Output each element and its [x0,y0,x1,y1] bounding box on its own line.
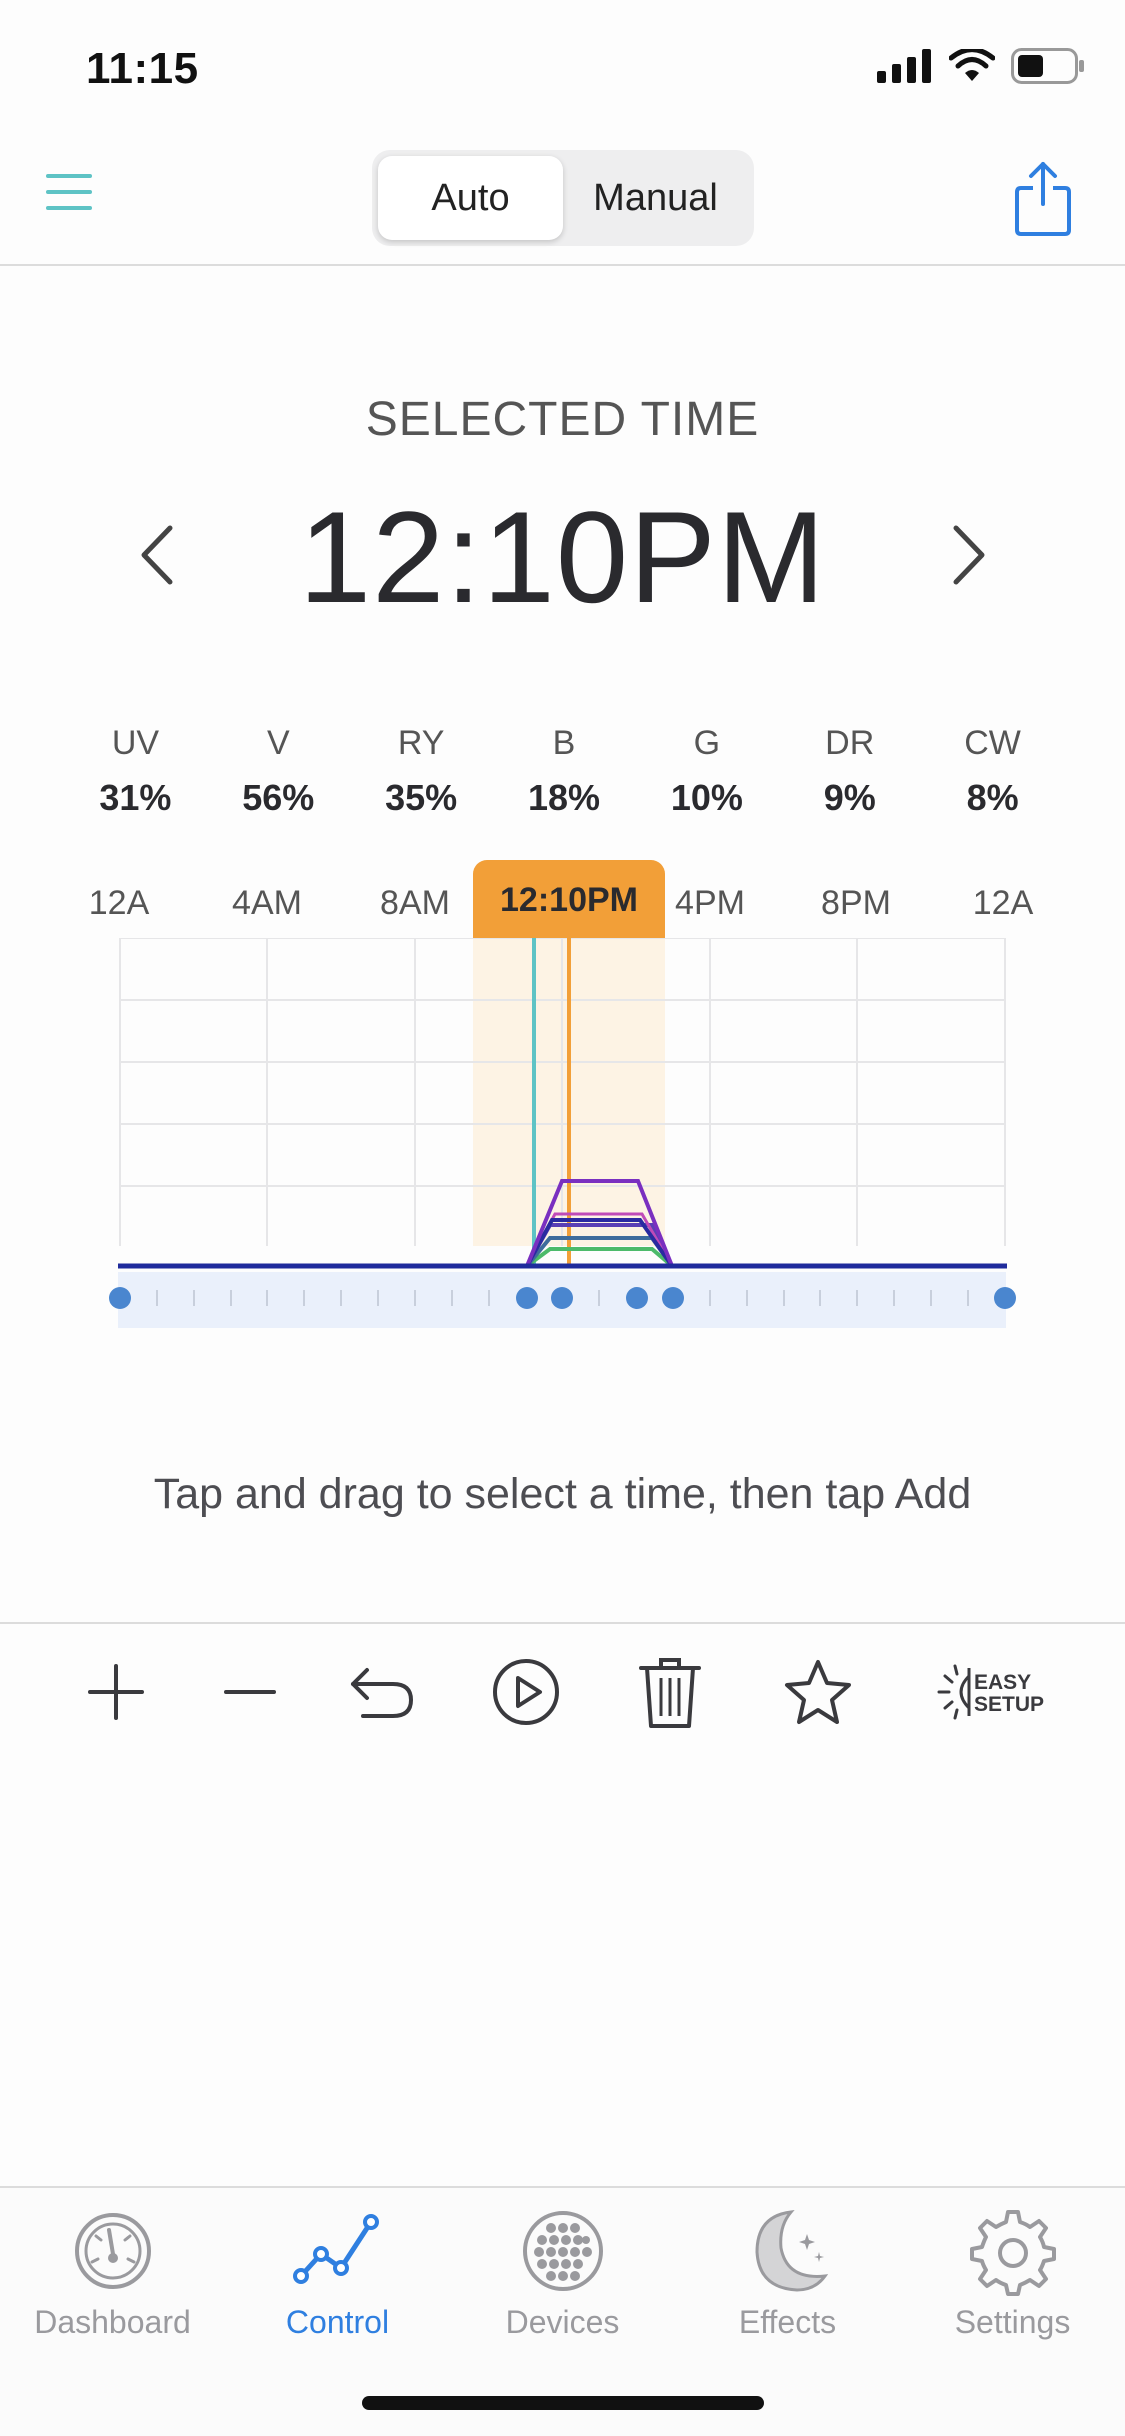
channel-name: UV [111,724,160,762]
schedule-point[interactable] [626,1287,648,1309]
tick-label: 8AM [380,884,450,922]
chart-plot[interactable] [0,938,1125,1338]
channel-uv: UV 31% [64,724,207,819]
channel-name: DR [825,724,875,762]
tick-label: 12A [972,884,1034,922]
sun-icon [937,1664,971,1720]
easy-setup-button[interactable] [920,1652,1000,1732]
tab-label: Dashboard [34,2304,191,2340]
tick-label: 8PM [821,884,891,922]
time-axis-labels: 12A 4AM 8AM 4PM 8PM 12A 12:10PM [0,856,1125,940]
chevron-right-icon[interactable] [940,520,1000,590]
schedule-chart[interactable]: 12A 4AM 8AM 4PM 8PM 12A 12:10PM [0,856,1125,1328]
selected-time-label: SELECTED TIME [365,393,760,446]
channel-g: G 10% [635,724,778,819]
channel-value: 18% [527,777,601,818]
tab-label: Effects [738,2304,837,2340]
remove-point-button[interactable] [210,1652,290,1732]
schedule-point[interactable] [994,1287,1016,1309]
tab-effects[interactable]: Effects [675,2206,900,2341]
channel-v: V 56% [207,724,350,819]
tab-label: Devices [505,2304,620,2340]
top-nav: Auto Manual [0,140,1125,266]
easy-setup-label-line1: EASY [974,1671,1032,1694]
status-time: 11:15 [86,44,199,93]
channel-cw: CW 8% [921,724,1064,819]
signal-icon [877,49,931,83]
schedule-point[interactable] [662,1287,684,1309]
plus-icon [88,1664,144,1720]
favorite-button[interactable] [778,1652,858,1732]
channel-dr: DR 9% [778,724,921,819]
led-grid-icon [522,2211,603,2291]
channel-value: 31% [99,777,172,818]
channel-name: B [552,724,576,762]
share-icon[interactable] [1011,158,1075,238]
tab-settings[interactable]: Settings [900,2206,1125,2341]
schedule-points[interactable] [109,1287,1016,1309]
channel-curve-g [120,1247,1005,1268]
channel-name: CW [964,724,1021,762]
gauge-icon [74,2213,151,2289]
minus-icon [224,1690,276,1694]
selected-time-value: 12:10PM [298,484,827,630]
channel-name: RY [397,724,445,762]
undo-button[interactable] [342,1652,422,1732]
tab-control[interactable]: Control [225,2206,450,2341]
channel-value: 10% [670,777,743,818]
chevron-left-icon[interactable] [126,520,186,590]
tick-label: 4PM [675,884,745,922]
battery-icon [1011,48,1084,84]
tick-label: 12A [88,884,150,922]
gear-icon [969,2210,1056,2296]
channel-value: 8% [966,777,1019,818]
star-icon [785,1660,851,1724]
status-icons [877,48,1085,84]
wifi-icon [949,49,995,81]
mode-segmented-control: Auto Manual [372,150,754,246]
easy-setup-label: EASY SETUP [974,1672,1044,1716]
tick-label: 4AM [232,884,302,922]
tab-label: Control [285,2304,390,2340]
channel-readout: UV 31% V 56% RY 35% B 18% G 10% DR 9% CW… [64,724,1064,819]
channel-ry: RY 35% [350,724,493,819]
undo-icon [351,1668,414,1718]
channel-value: 35% [385,777,458,818]
channel-value: 9% [823,777,876,818]
schedule-point[interactable] [109,1287,131,1309]
tab-label: Settings [954,2304,1071,2340]
selected-time-bubble[interactable]: 12:10PM [473,860,665,940]
segment-manual[interactable]: Manual [593,176,718,219]
instruction-text: Tap and drag to select a time, then tap … [153,1470,972,1518]
add-point-button[interactable] [76,1652,156,1732]
segment-auto[interactable]: Auto [378,156,563,240]
home-indicator[interactable] [362,2396,764,2410]
track-ticks [156,1290,969,1306]
easy-setup-label-line2: SETUP [974,1693,1045,1716]
channel-b: B 18% [493,724,636,819]
moon-stars-icon [754,2210,828,2292]
channel-name: G [693,724,721,762]
channel-name: V [266,724,290,762]
delete-button[interactable] [630,1652,710,1732]
channel-value: 56% [242,777,315,818]
play-preview-button[interactable] [486,1652,566,1732]
status-bar: 11:15 [0,0,1125,140]
tab-devices[interactable]: Devices [450,2206,675,2341]
menu-icon[interactable] [46,174,96,224]
graph-icon [292,2214,379,2284]
tab-bar: Dashboard Control Devices [0,2186,1125,2436]
schedule-point[interactable] [551,1287,573,1309]
edit-toolbar: EASY SETUP [0,1622,1125,1758]
tab-dashboard[interactable]: Dashboard [0,2206,225,2341]
play-circle-icon [493,1659,559,1725]
schedule-point[interactable] [516,1287,538,1309]
trash-icon [639,1658,701,1728]
chart-grid [119,938,1006,1246]
